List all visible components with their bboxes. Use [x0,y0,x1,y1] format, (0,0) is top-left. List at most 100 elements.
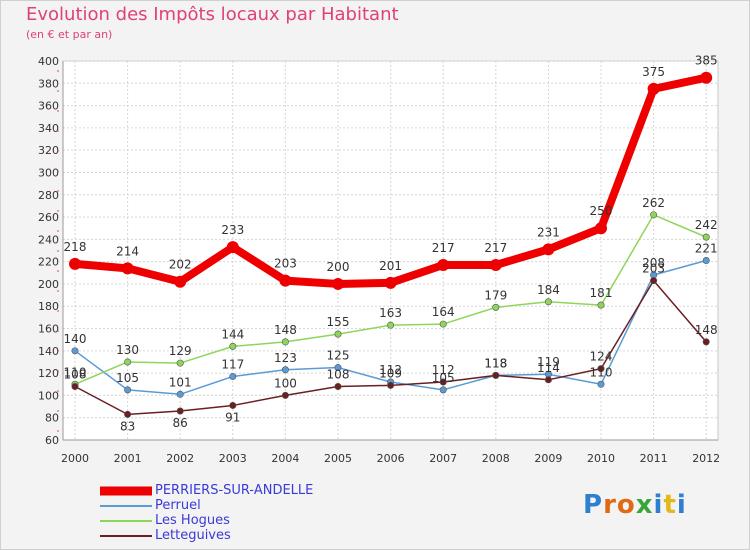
data-label: 201 [379,259,402,273]
data-point [647,82,660,95]
x-tick-label: 2012 [692,452,720,465]
data-point [334,382,342,390]
data-point [229,372,237,380]
data-label: 105 [432,371,455,385]
y-tick-label: 340 [38,122,59,135]
logo-letter: r [603,490,617,520]
data-point [124,410,132,418]
data-point [281,338,289,346]
logo-letter: x [635,490,654,520]
data-point [544,298,552,306]
data-point [334,364,342,372]
data-point [71,382,79,390]
data-point [650,211,658,219]
data-point [229,401,237,409]
data-label: 124 [590,350,613,364]
data-label: 208 [642,256,665,270]
data-label: 144 [221,327,244,341]
x-tick-label: 2006 [377,452,405,465]
data-point [597,380,605,388]
legend-label-perriers: PERRIERS-SUR-ANDELLE [155,483,314,498]
y-tick-label: 400 [38,55,59,68]
data-point [71,347,79,355]
legend-label-perruel: Perruel [155,498,201,513]
data-point [492,303,500,311]
data-label: 100 [274,376,297,390]
data-point [176,390,184,398]
data-point [332,277,344,290]
chart-title: Evolution des Impôts locaux par Habitant [26,4,399,25]
data-point [384,276,397,289]
x-tick-label: 2001 [114,452,142,465]
logo-letter: P [583,490,604,520]
x-tick-label: 2008 [482,452,510,465]
data-point [124,386,132,394]
legend-label-letteguives: Letteguives [155,528,231,543]
data-label: 140 [64,332,87,346]
data-label: 148 [695,323,718,337]
x-tick-label: 2009 [534,452,562,465]
chart-subtitle: (en € et par an) [26,28,113,41]
data-point [542,243,555,256]
data-label: 250 [590,204,613,218]
y-tick-label: 380 [38,77,59,90]
data-label: 218 [64,240,87,254]
data-label: 125 [327,349,350,363]
data-point [437,258,450,271]
y-tick-label: 260 [38,211,59,224]
logo-letter: i [676,490,687,520]
data-label: 148 [274,323,297,337]
data-label: 118 [484,356,507,370]
data-label: 108 [327,367,350,381]
legend-swatch-perriers [100,486,152,495]
y-tick-label: 100 [38,389,59,402]
data-label: 112 [432,363,455,377]
data-point [387,381,395,389]
data-label: 163 [379,306,402,320]
data-label: 217 [484,241,507,255]
data-label: 110 [64,365,87,379]
y-tick-label: 320 [38,144,59,157]
data-point [281,366,289,374]
data-point [597,301,605,309]
data-label: 91 [225,410,240,424]
data-label: 117 [221,357,244,371]
x-tick-label: 2002 [166,452,194,465]
data-label: 200 [327,260,350,274]
data-point [229,342,237,350]
y-tick-label: 80 [45,412,59,425]
data-point [387,321,395,329]
data-label: 181 [590,286,613,300]
data-label: 217 [432,241,455,255]
data-point [69,257,81,270]
data-label: 105 [116,371,139,385]
data-label: 114 [537,361,560,375]
data-label: 101 [169,375,192,389]
legend-label-les-hogues: Les Hogues [155,513,230,528]
data-point [650,277,658,285]
data-label: 231 [537,225,560,239]
data-label: 129 [169,344,192,358]
legend-swatch-letteguives [100,534,152,537]
data-point [281,391,289,399]
data-label: 203 [642,262,665,276]
y-tick-label: 280 [38,189,59,202]
data-label: 214 [116,244,139,258]
data-point [700,71,713,84]
data-point [279,274,292,287]
data-label: 83 [120,419,135,433]
y-tick-label: 200 [38,278,59,291]
data-point [226,241,239,254]
data-point [439,378,447,386]
data-point [492,371,500,379]
data-point [595,222,607,235]
data-label: 155 [327,315,350,329]
data-label: 109 [379,366,402,380]
y-tick-label: 140 [38,345,59,358]
x-tick-label: 2011 [640,452,668,465]
x-tick-label: 2007 [429,452,457,465]
data-point [439,320,447,328]
data-label: 375 [642,65,665,79]
y-tick-label: 360 [38,100,59,113]
